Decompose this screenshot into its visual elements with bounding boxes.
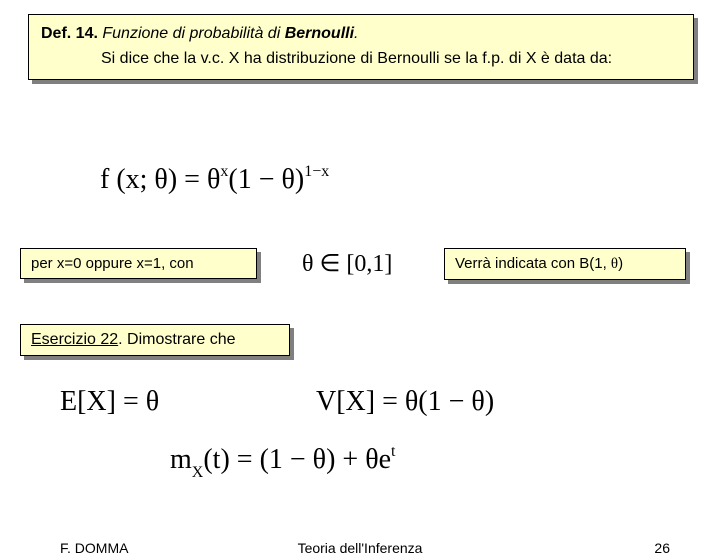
definition-title-suffix: . [354, 25, 358, 42]
definition-label: Def. 14. [41, 25, 98, 42]
exercise-box: Esercizio 22. Dimostrare che [20, 324, 290, 356]
equation-main: f (x; θ) = θx(1 − θ)1−x [100, 164, 329, 196]
definition-title-bold: Bernoulli [285, 25, 354, 42]
footer-title: Teoria dell'Inferenza [0, 540, 720, 556]
definition-body: Si dice che la v.c. X ha distribuzione d… [101, 49, 681, 69]
condition-box: per x=0 oppure x=1, con [20, 248, 257, 279]
footer-page: 26 [654, 540, 670, 556]
condition-text: per x=0 oppure x=1, con [31, 255, 194, 272]
eq-main-left: f (x; θ) = θ [100, 164, 220, 195]
notation-box: Verrà indicata con B(1, θ) [444, 248, 686, 280]
definition-box: Def. 14. Funzione di probabilità di Bern… [28, 14, 694, 80]
equation-variance: V[X] = θ(1 − θ) [316, 386, 494, 418]
eq-main-mid: (1 − θ) [228, 164, 304, 195]
notation-prefix: Verrà indicata con B(1, [455, 255, 611, 272]
eq-m-pre: m [170, 444, 192, 475]
eq-m-sup: t [391, 443, 395, 460]
equation-expectation: E[X] = θ [60, 386, 159, 418]
eq-main-sup1: x [220, 163, 228, 180]
exercise-label: Esercizio 22 [31, 331, 118, 348]
notation-suffix: ) [618, 255, 623, 272]
theta-domain: θ ∈ [0,1] [302, 249, 392, 278]
definition-title: Def. 14. Funzione di probabilità di Bern… [41, 25, 681, 43]
eq-m-sub: X [192, 464, 204, 481]
exercise-text: . Dimostrare che [118, 331, 235, 348]
definition-title-text: Funzione di probabilità di [98, 25, 285, 42]
eq-m-mid: (t) = (1 − θ) + θe [203, 444, 391, 475]
equation-mgf: mX(t) = (1 − θ) + θet [170, 444, 396, 480]
eq-main-sup2: 1−x [304, 163, 329, 180]
